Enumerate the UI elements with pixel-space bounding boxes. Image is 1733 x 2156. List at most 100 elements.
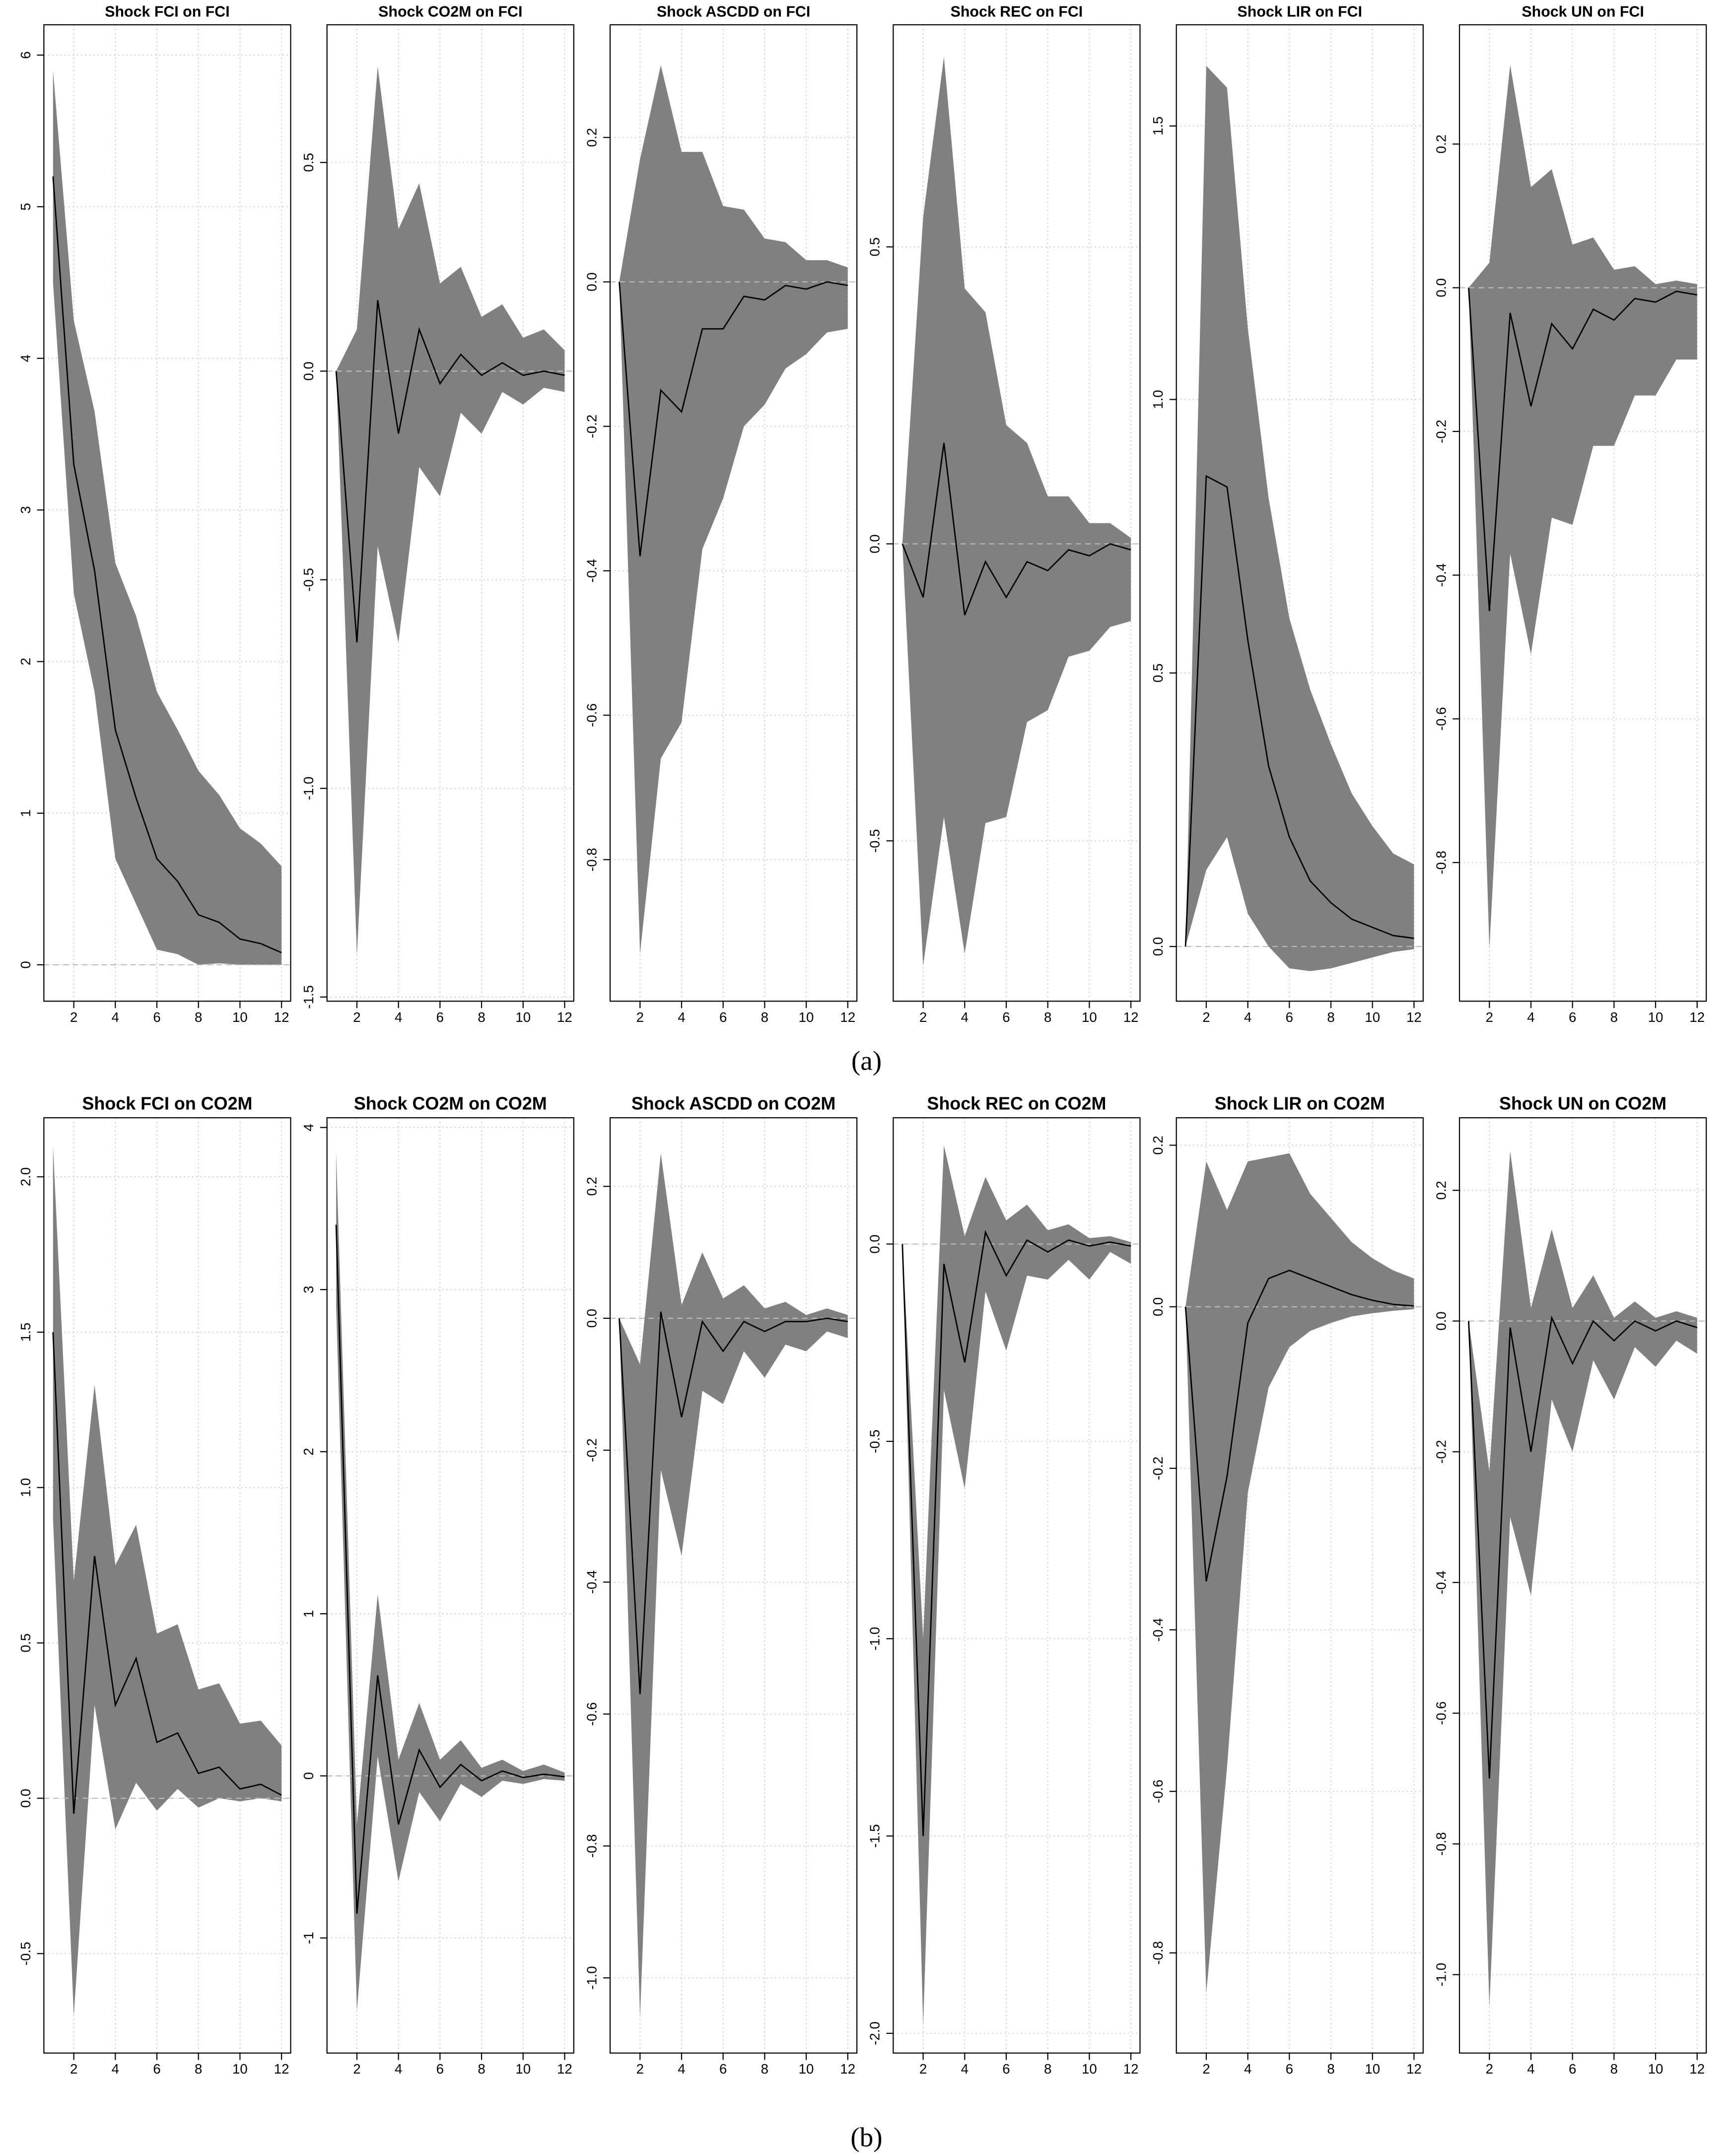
y-tick-label: 3 bbox=[18, 506, 33, 513]
plot-frame bbox=[326, 1117, 574, 2054]
y-tick-label: -0.4 bbox=[584, 1570, 599, 1594]
x-tick-label: 12 bbox=[557, 2061, 572, 2077]
panel-label: (a) bbox=[851, 1045, 882, 1076]
y-tick-label: 0.5 bbox=[18, 1633, 33, 1652]
x-tick-label: 6 bbox=[719, 2061, 727, 2077]
plot-frame bbox=[43, 24, 291, 1002]
x-tick-label: 8 bbox=[761, 1009, 768, 1025]
response-line bbox=[619, 281, 848, 557]
y-tick-label: -0.6 bbox=[584, 1702, 599, 1726]
plot-frame bbox=[893, 1117, 1141, 2054]
chart-title: Shock REC on CO2M bbox=[927, 1094, 1106, 1114]
plot-frame bbox=[1458, 1117, 1707, 2054]
x-tick-label: 12 bbox=[1406, 1009, 1422, 1025]
x-tick-label: 10 bbox=[515, 1009, 531, 1025]
x-tick-label: 12 bbox=[840, 2061, 855, 2077]
y-tick-label: -0.4 bbox=[1433, 563, 1449, 587]
x-tick-label: 2 bbox=[353, 1009, 360, 1025]
x-tick-label: 8 bbox=[195, 2061, 202, 2077]
x-tick-label: 8 bbox=[761, 2061, 768, 2077]
y-tick-label: 0.0 bbox=[584, 272, 599, 291]
y-tick-label: 0.0 bbox=[1433, 1311, 1449, 1330]
y-tick-label: 0.5 bbox=[1150, 663, 1166, 682]
confidence-band bbox=[53, 70, 282, 965]
y-tick-label: 6 bbox=[18, 51, 33, 59]
y-tick-label: -0.8 bbox=[584, 1834, 599, 1858]
y-tick-label: -0.5 bbox=[867, 829, 883, 853]
x-tick-label: 4 bbox=[961, 1009, 969, 1025]
plot-frame bbox=[1176, 1117, 1424, 2054]
x-tick-label: 4 bbox=[678, 2061, 685, 2077]
chart-title: Shock FCI on CO2M bbox=[82, 1094, 252, 1114]
y-tick-label: 2 bbox=[18, 658, 33, 665]
x-tick-label: 4 bbox=[1527, 2061, 1534, 2077]
x-tick-label: 12 bbox=[1689, 1009, 1705, 1025]
chart-title: Shock LIR on FCI bbox=[1238, 3, 1362, 20]
x-tick-label: 6 bbox=[1002, 1009, 1010, 1025]
x-tick-label: 6 bbox=[1286, 2061, 1293, 2077]
response-line bbox=[619, 1311, 848, 1695]
y-tick-label: 0.0 bbox=[867, 534, 883, 553]
x-tick-label: 10 bbox=[515, 2061, 531, 2077]
y-tick-label: 1.0 bbox=[18, 1478, 33, 1497]
y-tick-label: -0.5 bbox=[301, 568, 316, 592]
y-tick-label: 2 bbox=[301, 1448, 316, 1455]
y-tick-label: 4 bbox=[18, 355, 33, 362]
y-tick-label: 5 bbox=[18, 203, 33, 211]
confidence-band bbox=[619, 1153, 848, 2017]
y-tick-label: -0.6 bbox=[1433, 1701, 1449, 1725]
y-tick-label: 1.0 bbox=[1150, 390, 1166, 409]
x-tick-label: 10 bbox=[1082, 2061, 1097, 2077]
response-line bbox=[52, 176, 282, 953]
x-tick-label: 8 bbox=[1327, 1009, 1334, 1025]
x-tick-label: 12 bbox=[557, 1009, 572, 1025]
x-tick-label: 2 bbox=[1202, 1009, 1210, 1025]
plot-frame bbox=[609, 1117, 858, 2054]
y-tick-label: -0.5 bbox=[18, 1942, 33, 1966]
y-tick-label: 4 bbox=[301, 1124, 316, 1131]
y-tick-label: -0.8 bbox=[1433, 1832, 1449, 1856]
y-tick-label: -0.4 bbox=[584, 559, 599, 583]
x-tick-label: 8 bbox=[1327, 2061, 1334, 2077]
x-tick-label: 4 bbox=[112, 2061, 119, 2077]
x-tick-label: 2 bbox=[1486, 1009, 1493, 1025]
x-tick-label: 10 bbox=[1082, 1009, 1097, 1025]
y-tick-label: 0.2 bbox=[584, 1177, 599, 1196]
confidence-band bbox=[1468, 1151, 1697, 2008]
y-tick-label: -0.8 bbox=[584, 848, 599, 871]
plot-frame bbox=[1458, 24, 1707, 1002]
x-tick-label: 10 bbox=[232, 2061, 248, 2077]
x-tick-label: 6 bbox=[1002, 2061, 1010, 2077]
chart-title: Shock CO2M on FCI bbox=[378, 3, 522, 20]
x-tick-label: 6 bbox=[436, 1009, 444, 1025]
y-tick-label: 0.2 bbox=[1150, 1136, 1166, 1154]
plot-frame bbox=[326, 24, 574, 1002]
x-tick-label: 2 bbox=[1202, 2061, 1210, 2077]
x-tick-label: 12 bbox=[274, 1009, 289, 1025]
y-tick-label: 1.5 bbox=[1150, 116, 1166, 135]
response-line bbox=[901, 442, 1131, 616]
y-tick-label: 1.5 bbox=[18, 1323, 33, 1342]
y-tick-label: 0.0 bbox=[301, 361, 316, 380]
y-tick-label: 0.2 bbox=[584, 128, 599, 147]
x-tick-label: 4 bbox=[961, 2061, 969, 2077]
confidence-band bbox=[619, 65, 848, 954]
x-tick-label: 2 bbox=[1486, 2061, 1493, 2077]
chart-title: Shock ASCDD on FCI bbox=[657, 3, 810, 20]
y-tick-label: -0.2 bbox=[584, 1438, 599, 1462]
chart-title: Shock ASCDD on CO2M bbox=[631, 1094, 835, 1114]
x-tick-label: 6 bbox=[1569, 1009, 1576, 1025]
x-tick-label: 4 bbox=[1244, 1009, 1251, 1025]
x-tick-label: 8 bbox=[1610, 2061, 1618, 2077]
y-tick-label: -1 bbox=[301, 1932, 316, 1944]
x-tick-label: 6 bbox=[153, 2061, 160, 2077]
y-tick-label: 2.0 bbox=[18, 1167, 33, 1186]
x-tick-label: 12 bbox=[1123, 1009, 1139, 1025]
x-tick-label: 8 bbox=[478, 2061, 485, 2077]
x-tick-label: 12 bbox=[274, 2061, 289, 2077]
plot-frame bbox=[609, 24, 858, 1002]
x-tick-label: 2 bbox=[919, 1009, 927, 1025]
x-tick-label: 2 bbox=[70, 1009, 77, 1025]
x-tick-label: 4 bbox=[1527, 1009, 1534, 1025]
